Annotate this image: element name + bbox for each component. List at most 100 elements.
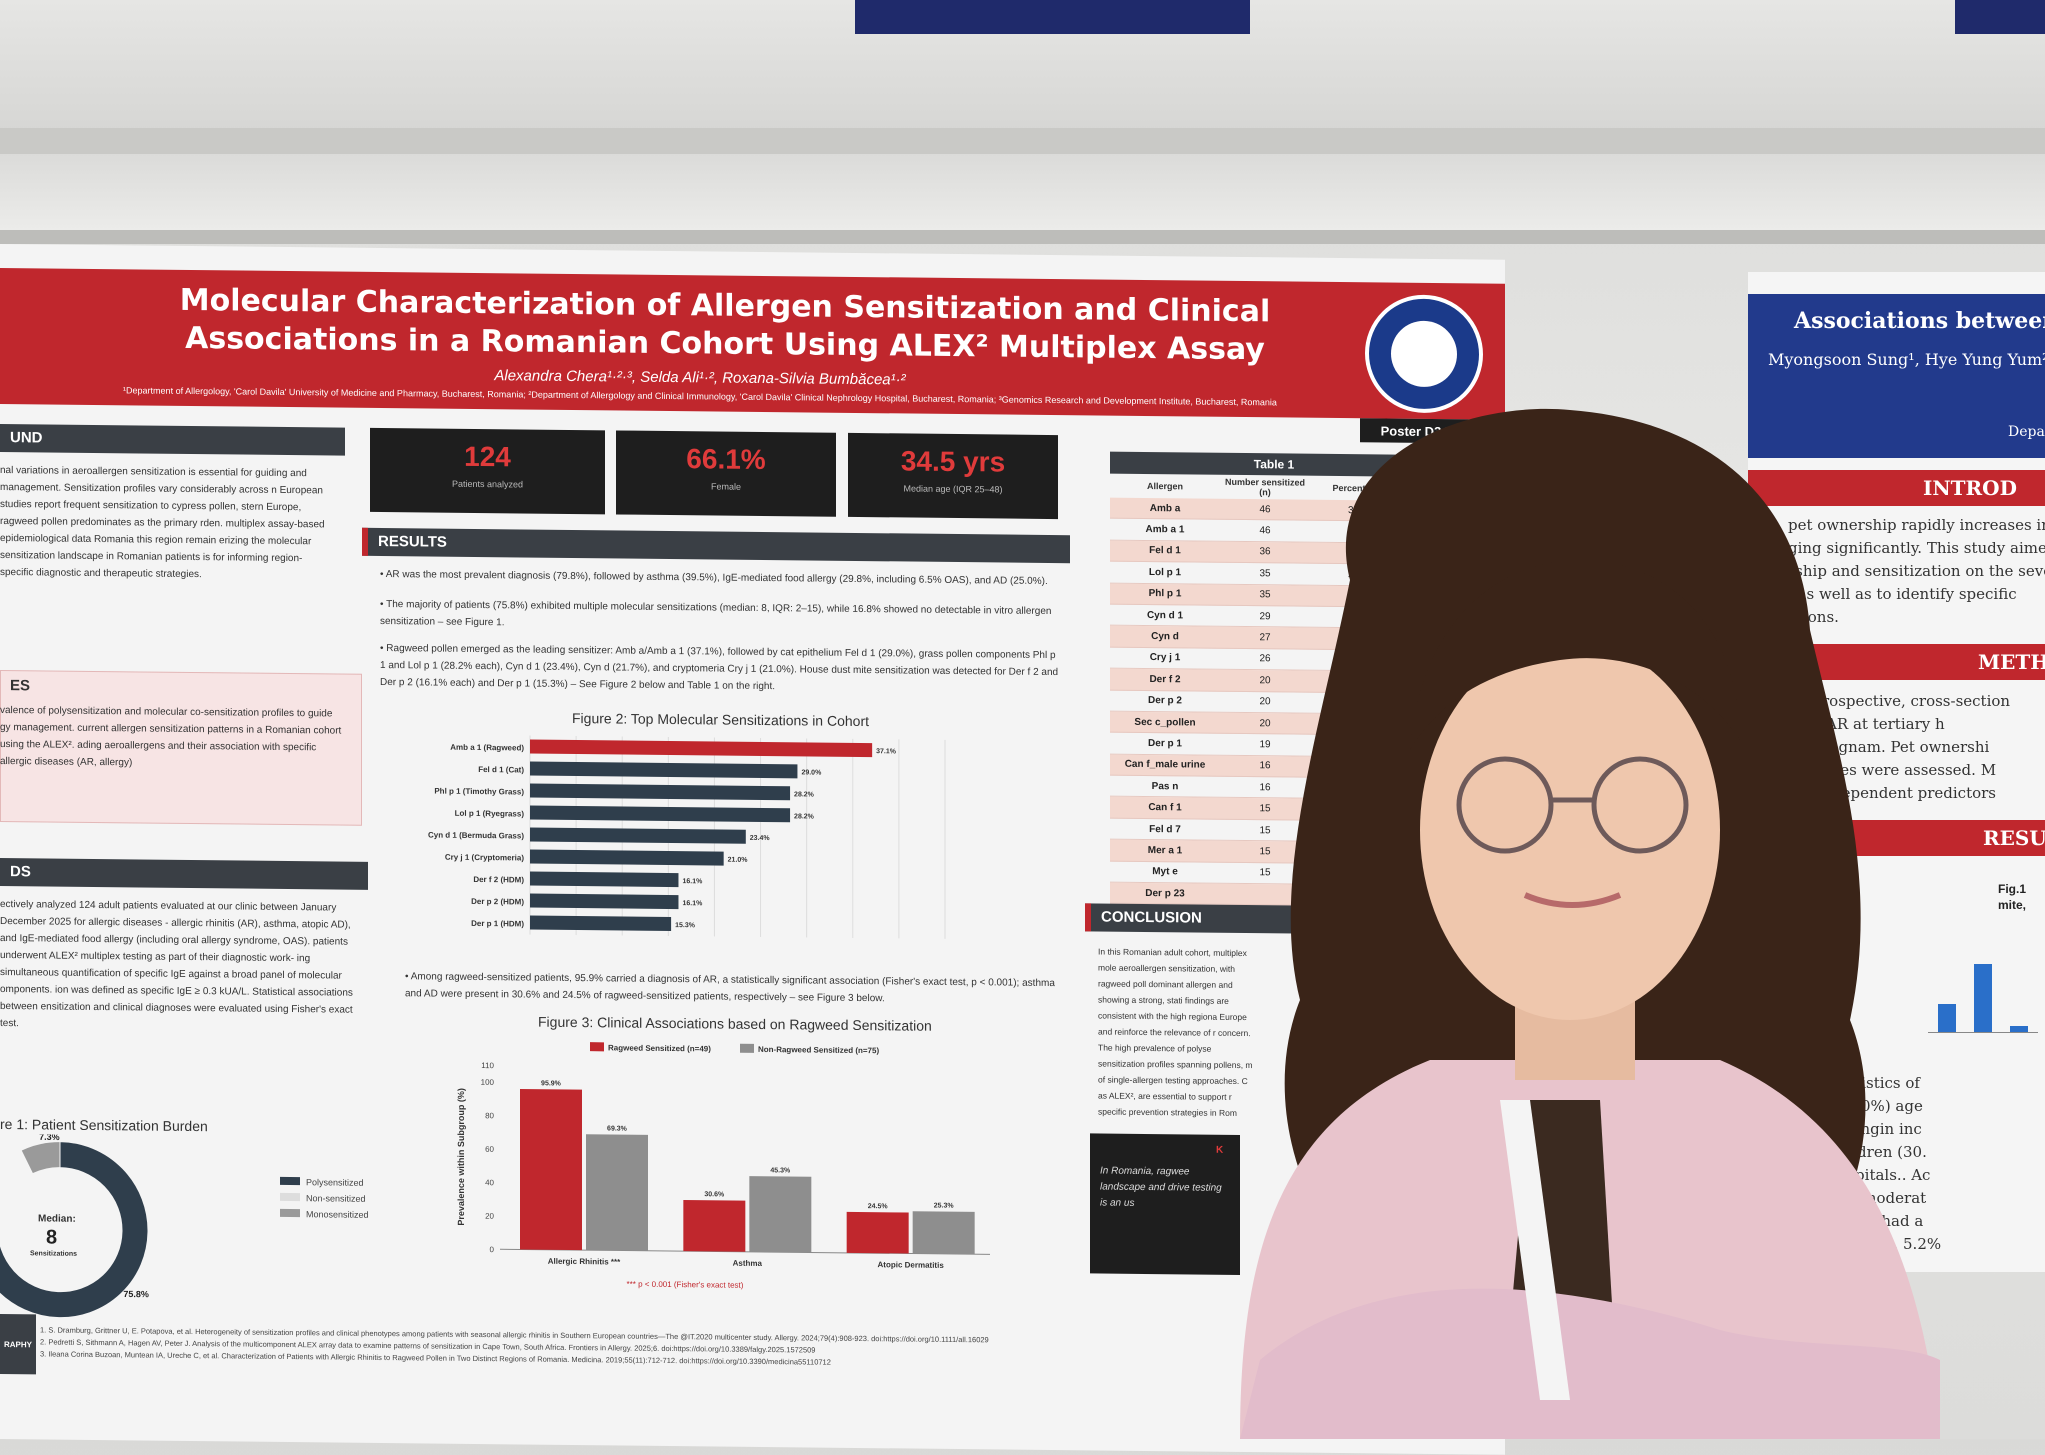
stat-age: 34.5 yrs Median age (IQR 25–48) <box>848 432 1058 520</box>
figure1-donut-chart: 7.3% 75.8% Median: 8 Sensitizations Polysensi… <box>0 1134 369 1319</box>
neighbor-fig-sub: mite, <box>1998 898 2027 912</box>
bar <box>530 739 873 758</box>
main-poster: Molecular Characterization of Allergen S… <box>0 244 1505 1455</box>
chart-bar <box>1974 964 1992 1032</box>
data-label: 30.6% <box>704 1191 725 1198</box>
bar <box>586 1134 648 1251</box>
bar <box>683 1199 746 1252</box>
results-bullet: • AR was the most prevalent diagnosis (7… <box>380 568 1048 587</box>
donut-slice <box>0 1149 34 1227</box>
category-label: Cry j 1 (Cryptomeria) <box>445 853 524 863</box>
glasses-right-lens <box>1591 756 1689 854</box>
legend-label: Monosensitized <box>306 1209 369 1220</box>
center-label: Median: <box>38 1213 76 1224</box>
methods-text: ectively analyzed 124 adult patients eva… <box>0 899 353 1030</box>
category-label: Allergic Rhinitis *** <box>548 1257 621 1267</box>
category-label: Der p 2 (HDM) <box>471 897 524 907</box>
methods-heading: DS <box>0 858 368 890</box>
stat-label: Median age (IQR 25–48) <box>903 483 1003 495</box>
slice-label: 7.3% <box>39 1134 60 1142</box>
glasses-left-lens <box>1456 756 1554 854</box>
stat-label: Patients analyzed <box>451 478 524 490</box>
display-rail-lower <box>0 230 2045 244</box>
stat-value: 66.1% <box>686 443 766 476</box>
data-label: 28.2% <box>794 791 815 798</box>
results-bullet-text: Among ragweed-sensitized patients, 95.9%… <box>405 971 1055 1005</box>
university-logo-icon <box>1365 294 1483 414</box>
legend-swatch <box>740 1043 754 1053</box>
results-heading: RESULTS <box>362 527 1070 564</box>
figure3-grouped-bar-chart: Ragweed Sensitized (n=49) Non-Ragweed Sen… <box>456 1042 990 1290</box>
chart-bar <box>2010 1026 2028 1032</box>
wall-background <box>0 0 2045 240</box>
presenter-photo <box>1240 408 1940 1439</box>
neighbor-intro-heading: INTROD <box>1748 470 2045 506</box>
category-label: Cyn d 1 (Bermuda Grass) <box>428 830 524 840</box>
category-label: Fel d 1 (Cat) <box>478 765 524 774</box>
bar <box>530 783 791 801</box>
legend-swatch <box>280 1208 300 1218</box>
objectives-text: valence of polysensitization and molecul… <box>0 705 342 769</box>
neighbor-banner <box>1748 294 2045 458</box>
data-label: 37.1% <box>876 748 897 755</box>
text-line: ging significantly. This study aimed t <box>1788 539 2045 557</box>
legend-label: Ragweed Sensitized (n=49) <box>608 1043 711 1053</box>
data-label: 23.4% <box>750 835 771 842</box>
background-text: nal variations in aeroallergen sensitiza… <box>0 465 325 581</box>
text-line: , as well as to identify specific <box>1788 585 2017 603</box>
category-label: Lol p 1 (Ryegrass) <box>455 809 525 819</box>
y-tick-label: 20 <box>485 1212 494 1221</box>
bar <box>530 893 679 910</box>
data-label: 21.0% <box>728 857 749 864</box>
bar <box>749 1176 812 1253</box>
figure2-bar-chart: 051015202530354045Amb a 1 (Ragweed)37.1%… <box>428 735 946 940</box>
figure1-title: re 1: Patient Sensitization Burden <box>0 1116 208 1135</box>
data-label: 69.3% <box>607 1125 628 1132</box>
bar <box>530 849 724 866</box>
category-label: Der p 1 (HDM) <box>471 919 524 929</box>
references: 1. S. Dramburg, Grittner U, E. Potapova,… <box>40 1324 1040 1370</box>
bar <box>846 1211 909 1254</box>
center-value: 8 <box>46 1226 57 1248</box>
results-bullet-text: Ragweed pollen emerged as the leading se… <box>380 643 1059 693</box>
category-label: Der f 2 (HDM) <box>473 875 524 885</box>
bar <box>530 827 746 844</box>
bar <box>530 915 672 932</box>
poster-title: Molecular Characterization of Allergen S… <box>179 282 1271 368</box>
legend-label: Non-Ragweed Sensitized (n=75) <box>758 1045 879 1055</box>
neighbor-fig-label: Fig.1 <box>1998 882 2027 896</box>
poster-above-right <box>1955 0 2045 34</box>
text-line: r retrospective, cross-section <box>1788 692 2011 710</box>
bar <box>530 761 798 779</box>
lanyard-icon <box>1500 1100 1570 1400</box>
text-line: pet ownership rapidly increases in Kor <box>1788 516 2045 534</box>
legend-label: Non-sensitized <box>306 1193 366 1204</box>
data-label: 29.0% <box>801 769 822 776</box>
data-label: 45.3% <box>770 1167 791 1174</box>
face <box>1420 640 1720 1020</box>
category-label: Amb a 1 (Ragweed) <box>450 743 524 753</box>
results-bullet-text: AR was the most prevalent diagnosis (79.… <box>385 569 1048 587</box>
poster-above-left <box>855 0 1250 34</box>
slice-label: 75.8% <box>123 1289 149 1299</box>
stat-value: 34.5 yrs <box>900 445 1006 478</box>
data-label: 25.3% <box>934 1202 955 1209</box>
background-heading: UND <box>0 424 345 456</box>
y-tick-label: 110 <box>481 1061 494 1070</box>
figure2-title: Figure 2: Top Molecular Sensitizations i… <box>572 709 870 730</box>
bar <box>912 1211 975 1255</box>
references-heading: RAPHY <box>0 1314 36 1375</box>
chart-bar <box>1938 1004 1956 1032</box>
footnote: *** p < 0.001 (Fisher's exact test) <box>627 1280 744 1290</box>
legend-swatch <box>280 1176 300 1186</box>
display-rail <box>0 128 2045 154</box>
data-label: 95.9% <box>541 1080 562 1087</box>
data-label: 15.3% <box>675 922 696 929</box>
neighbor-authors: Myongsoon Sung¹, Hye Yung Yum²,H <box>1768 350 2045 369</box>
stat-value: 124 <box>464 440 511 473</box>
results-bullet: • The majority of patients (75.8%) exhib… <box>380 598 1052 629</box>
y-tick-label: 100 <box>481 1078 495 1087</box>
category-label: Atopic Dermatitis <box>878 1260 945 1270</box>
neighbor-title: Associations between t <box>1794 308 2045 334</box>
data-label: 24.5% <box>868 1203 889 1210</box>
